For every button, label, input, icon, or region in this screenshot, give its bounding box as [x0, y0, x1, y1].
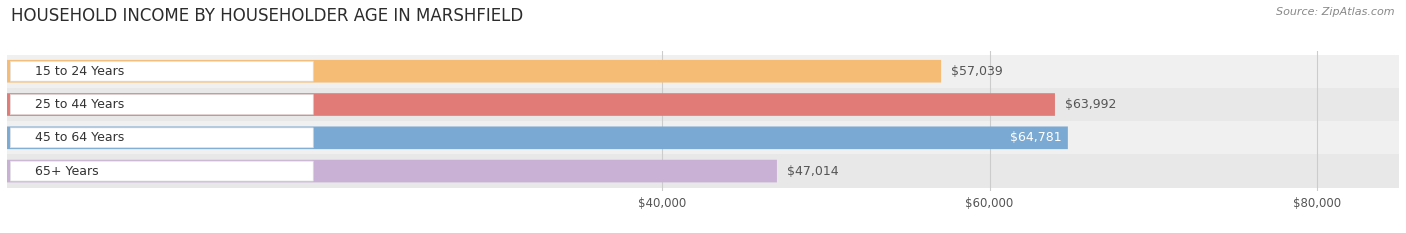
- Bar: [7, 121, 1399, 154]
- Text: 45 to 64 Years: 45 to 64 Years: [35, 131, 124, 144]
- Text: $64,781: $64,781: [1010, 131, 1062, 144]
- Text: Source: ZipAtlas.com: Source: ZipAtlas.com: [1277, 7, 1395, 17]
- Text: $63,992: $63,992: [1064, 98, 1116, 111]
- FancyBboxPatch shape: [7, 160, 778, 182]
- FancyBboxPatch shape: [10, 128, 314, 148]
- FancyBboxPatch shape: [7, 60, 941, 82]
- FancyBboxPatch shape: [7, 93, 1054, 116]
- FancyBboxPatch shape: [10, 61, 314, 81]
- Text: $57,039: $57,039: [950, 65, 1002, 78]
- FancyBboxPatch shape: [7, 127, 1069, 149]
- Text: 65+ Years: 65+ Years: [35, 164, 98, 178]
- FancyBboxPatch shape: [10, 95, 314, 114]
- FancyBboxPatch shape: [10, 161, 314, 181]
- Text: $47,014: $47,014: [787, 164, 838, 178]
- Text: HOUSEHOLD INCOME BY HOUSEHOLDER AGE IN MARSHFIELD: HOUSEHOLD INCOME BY HOUSEHOLDER AGE IN M…: [11, 7, 523, 25]
- Text: 25 to 44 Years: 25 to 44 Years: [35, 98, 124, 111]
- Bar: [7, 88, 1399, 121]
- Bar: [7, 154, 1399, 188]
- Text: 15 to 24 Years: 15 to 24 Years: [35, 65, 124, 78]
- Bar: [7, 55, 1399, 88]
